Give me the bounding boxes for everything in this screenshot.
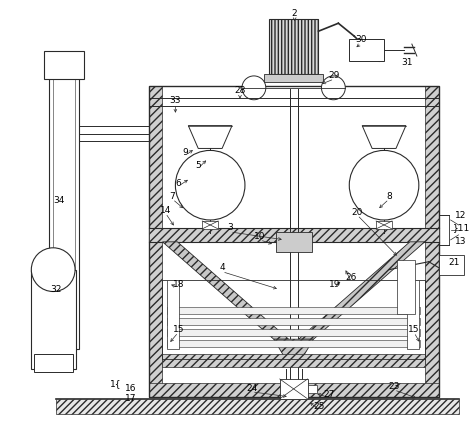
Circle shape <box>321 76 345 100</box>
Text: 5: 5 <box>195 161 201 170</box>
Text: 4: 4 <box>219 263 225 272</box>
Text: 20: 20 <box>352 207 363 217</box>
Polygon shape <box>299 242 425 339</box>
Circle shape <box>349 151 419 220</box>
Polygon shape <box>425 86 439 397</box>
Text: 21: 21 <box>448 258 459 267</box>
Text: 9: 9 <box>182 148 188 157</box>
Bar <box>376 221 392 229</box>
Bar <box>148 86 439 397</box>
Text: 10: 10 <box>254 232 265 241</box>
Bar <box>167 279 179 349</box>
Text: 30: 30 <box>356 35 367 44</box>
Text: 19: 19 <box>328 280 340 289</box>
Polygon shape <box>188 125 232 148</box>
Text: 28: 28 <box>234 86 246 95</box>
Bar <box>167 340 420 347</box>
Circle shape <box>242 76 266 100</box>
Circle shape <box>175 151 245 220</box>
Bar <box>44 51 84 79</box>
Text: 3: 3 <box>227 224 233 233</box>
Polygon shape <box>269 19 319 74</box>
Text: 31: 31 <box>401 59 413 68</box>
Text: 18: 18 <box>173 280 184 289</box>
Bar <box>163 279 425 359</box>
Polygon shape <box>148 228 439 242</box>
Text: 25: 25 <box>314 402 325 411</box>
Bar <box>397 260 415 314</box>
Bar <box>31 270 76 369</box>
Bar <box>407 279 419 349</box>
Text: 7: 7 <box>170 192 175 201</box>
Bar <box>167 319 420 326</box>
Text: 14: 14 <box>160 206 171 214</box>
Text: 2: 2 <box>292 9 298 18</box>
Text: 12: 12 <box>455 210 466 220</box>
Bar <box>49 61 79 349</box>
Polygon shape <box>148 383 439 397</box>
Text: 16: 16 <box>125 385 137 393</box>
Text: 1{: 1{ <box>110 379 121 388</box>
Bar <box>349 39 384 61</box>
Bar <box>276 232 311 252</box>
Bar <box>167 329 420 336</box>
Text: 27: 27 <box>324 390 335 399</box>
Bar <box>280 379 308 399</box>
Text: 15: 15 <box>173 325 184 334</box>
Polygon shape <box>56 399 458 414</box>
Text: 24: 24 <box>246 385 257 393</box>
Bar <box>167 307 420 314</box>
Text: 34: 34 <box>54 196 65 204</box>
Text: 32: 32 <box>50 285 62 294</box>
Polygon shape <box>163 242 289 339</box>
Polygon shape <box>148 86 163 397</box>
Polygon shape <box>163 354 425 367</box>
Text: 26: 26 <box>346 273 357 282</box>
Bar <box>264 74 323 82</box>
Text: 33: 33 <box>170 96 181 105</box>
Circle shape <box>31 248 75 292</box>
Bar <box>439 255 464 275</box>
Text: 8: 8 <box>386 192 392 201</box>
Polygon shape <box>274 339 313 359</box>
Text: 15: 15 <box>408 325 419 334</box>
Bar <box>202 221 218 229</box>
Text: 29: 29 <box>328 72 340 80</box>
Bar <box>308 385 318 393</box>
Text: }11: }11 <box>453 224 470 233</box>
Bar <box>34 354 73 372</box>
Polygon shape <box>362 125 406 148</box>
Text: 17: 17 <box>125 395 137 403</box>
Text: 23: 23 <box>388 382 400 391</box>
Text: 13: 13 <box>455 237 466 247</box>
Text: 6: 6 <box>175 179 181 188</box>
